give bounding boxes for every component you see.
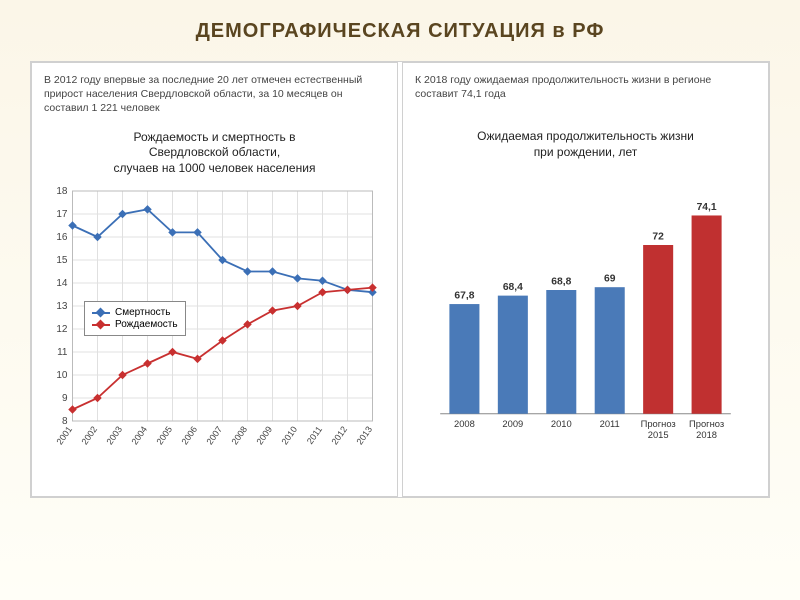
svg-text:2003: 2003 bbox=[104, 425, 124, 447]
right-chart-title: Ожидаемая продолжительность жизни при ро… bbox=[415, 129, 756, 160]
legend-swatch-birthrate bbox=[92, 324, 110, 326]
svg-text:2013: 2013 bbox=[354, 425, 374, 447]
svg-text:15: 15 bbox=[56, 255, 68, 266]
svg-text:Прогноз: Прогноз bbox=[689, 419, 724, 429]
svg-text:74,1: 74,1 bbox=[697, 202, 717, 213]
svg-text:10: 10 bbox=[56, 370, 68, 381]
svg-text:2005: 2005 bbox=[154, 425, 174, 447]
svg-text:14: 14 bbox=[56, 278, 68, 289]
svg-text:2009: 2009 bbox=[502, 419, 523, 429]
svg-text:12: 12 bbox=[56, 324, 68, 335]
svg-text:2008: 2008 bbox=[454, 419, 475, 429]
left-panel: В 2012 году впервые за последние 20 лет … bbox=[31, 62, 398, 497]
left-chart-title-line3: случаев на 1000 человек населения bbox=[114, 161, 316, 175]
svg-text:67,8: 67,8 bbox=[454, 291, 474, 302]
left-caption: В 2012 году впервые за последние 20 лет … bbox=[44, 73, 385, 116]
svg-text:16: 16 bbox=[56, 232, 68, 243]
svg-text:2018: 2018 bbox=[696, 430, 717, 440]
left-chart-title: Рождаемость и смертность в Свердловской … bbox=[44, 130, 385, 177]
svg-text:2009: 2009 bbox=[254, 425, 274, 447]
right-chart-title-line1: Ожидаемая продолжительность жизни bbox=[477, 129, 694, 143]
legend-label-birthrate: Рождаемость bbox=[115, 319, 178, 330]
panels-container: В 2012 году впервые за последние 20 лет … bbox=[30, 61, 770, 498]
right-panel: К 2018 году ожидаемая продолжительность … bbox=[402, 62, 769, 497]
svg-text:2001: 2001 bbox=[54, 425, 74, 447]
svg-text:9: 9 bbox=[62, 393, 68, 404]
bar-chart: 67,8200868,4200968,8201069201172Прогноз2… bbox=[415, 170, 756, 470]
svg-text:2010: 2010 bbox=[551, 419, 572, 429]
svg-text:69: 69 bbox=[604, 274, 616, 285]
line-chart-svg: 8910111213141516171820012002200320042005… bbox=[44, 186, 385, 486]
legend: Смертность Рождаемость bbox=[84, 301, 186, 336]
right-caption: К 2018 году ожидаемая продолжительность … bbox=[415, 73, 756, 115]
svg-text:2011: 2011 bbox=[305, 425, 324, 447]
svg-text:68,4: 68,4 bbox=[503, 282, 523, 293]
svg-text:11: 11 bbox=[57, 347, 68, 358]
svg-text:2002: 2002 bbox=[79, 425, 99, 447]
svg-text:2010: 2010 bbox=[279, 425, 299, 447]
legend-item-mortality: Смертность bbox=[92, 307, 178, 318]
svg-text:17: 17 bbox=[56, 209, 68, 220]
svg-text:2015: 2015 bbox=[648, 430, 669, 440]
right-chart-title-line2: при рождении, лет bbox=[534, 145, 638, 159]
legend-label-mortality: Смертность bbox=[115, 307, 170, 318]
legend-swatch-mortality bbox=[92, 312, 110, 314]
svg-text:2012: 2012 bbox=[329, 425, 349, 447]
svg-text:2011: 2011 bbox=[600, 419, 620, 429]
left-chart-title-line2: Свердловской области, bbox=[149, 145, 280, 159]
legend-item-birthrate: Рождаемость bbox=[92, 319, 178, 330]
bar-chart-svg: 67,8200868,4200968,8201069201172Прогноз2… bbox=[415, 170, 756, 470]
svg-text:2008: 2008 bbox=[229, 425, 249, 447]
line-chart: 8910111213141516171820012002200320042005… bbox=[44, 186, 385, 486]
svg-text:2007: 2007 bbox=[204, 425, 224, 447]
svg-text:2004: 2004 bbox=[129, 425, 149, 447]
svg-text:18: 18 bbox=[56, 186, 68, 197]
svg-text:2006: 2006 bbox=[179, 425, 199, 447]
svg-text:72: 72 bbox=[652, 232, 664, 243]
svg-text:Прогноз: Прогноз bbox=[641, 419, 676, 429]
left-chart-title-line1: Рождаемость и смертность в bbox=[133, 130, 295, 144]
page-title: ДЕМОГРАФИЧЕСКАЯ СИТУАЦИЯ в РФ bbox=[30, 20, 770, 43]
svg-text:13: 13 bbox=[56, 301, 68, 312]
svg-text:68,8: 68,8 bbox=[551, 277, 571, 288]
